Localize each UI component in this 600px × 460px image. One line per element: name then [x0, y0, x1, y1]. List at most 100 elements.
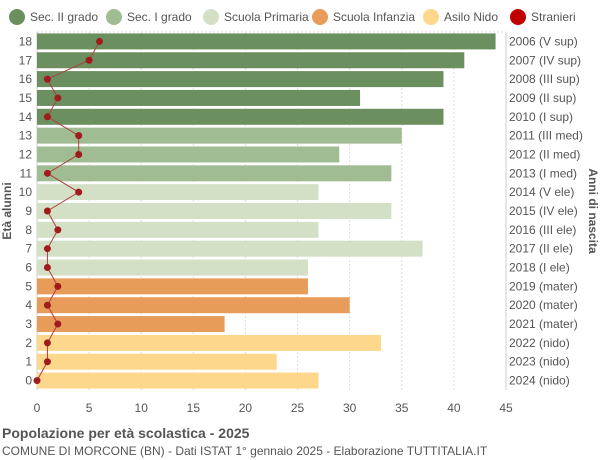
legend-marker: [203, 9, 219, 25]
birth-year-label: 2006 (V sup): [509, 34, 578, 48]
stranieri-point: [43, 301, 51, 309]
y-tick-label: 18: [19, 34, 33, 48]
stranieri-point: [54, 282, 62, 290]
stranieri-point: [75, 188, 83, 196]
y-tick-label: 7: [25, 242, 32, 256]
stranieri-point: [43, 207, 51, 215]
birth-year-label: 2012 (II med): [509, 147, 580, 161]
x-tick-label: 30: [343, 401, 357, 415]
bar: [37, 184, 319, 201]
y-axis-title-right: Anni di nascita: [586, 168, 600, 254]
stranieri-point: [75, 132, 83, 140]
x-tick-label: 20: [239, 401, 253, 415]
x-tick-label: 25: [291, 401, 305, 415]
legend-label: Scuola Primaria: [224, 10, 309, 24]
chart-title: Popolazione per età scolastica - 2025: [2, 425, 250, 441]
birth-year-label: 2017 (II ele): [509, 242, 573, 256]
bar: [37, 353, 277, 370]
y-tick-label: 12: [19, 147, 33, 161]
birth-year-label: 2019 (mater): [509, 279, 578, 293]
birth-year-label: 2024 (nido): [509, 374, 570, 388]
legend-label: Stranieri: [531, 10, 576, 24]
y-axis-title: Età alunni: [0, 182, 14, 239]
birth-year-label: 2021 (mater): [509, 317, 578, 331]
stranieri-point: [43, 264, 51, 272]
x-tick-label: 45: [499, 401, 513, 415]
bar: [37, 108, 444, 125]
chart-subtitle: COMUNE DI MORCONE (BN) - Dati ISTAT 1° g…: [2, 444, 488, 458]
y-tick-label: 5: [25, 279, 32, 293]
legend-marker: [9, 9, 25, 25]
stranieri-point: [54, 94, 62, 102]
bar: [37, 259, 308, 276]
birth-year-label: 2007 (IV sup): [509, 53, 581, 67]
stranieri-point: [43, 358, 51, 366]
legend-marker: [312, 9, 328, 25]
birth-year-label: 2020 (mater): [509, 298, 578, 312]
legend-label: Scuola Infanzia: [333, 10, 415, 24]
birth-year-label: 2023 (nido): [509, 355, 570, 369]
y-tick-label: 9: [25, 204, 32, 218]
y-tick-label: 8: [25, 223, 32, 237]
y-tick-label: 16: [19, 72, 33, 86]
bar: [37, 372, 319, 389]
birth-year-label: 2015 (IV ele): [509, 204, 578, 218]
bar: [37, 334, 381, 351]
bar: [37, 71, 444, 88]
stranieri-point: [33, 377, 41, 385]
x-tick-label: 10: [135, 401, 149, 415]
stranieri-point: [43, 245, 51, 253]
bar: [37, 146, 340, 163]
y-tick-label: 1: [25, 355, 32, 369]
y-tick-label: 2: [25, 336, 32, 350]
x-tick-label: 0: [34, 401, 41, 415]
y-tick-label: 3: [25, 317, 32, 331]
birth-year-label: 2011 (III med): [509, 129, 583, 143]
bar: [37, 316, 225, 333]
bar: [37, 240, 423, 257]
birth-year-label: 2016 (III ele): [509, 223, 576, 237]
stranieri-point: [54, 320, 62, 328]
legend-label: Sec. II grado: [30, 10, 98, 24]
birth-year-label: 2022 (nido): [509, 336, 570, 350]
y-tick-label: 13: [19, 129, 33, 143]
stranieri-point: [54, 226, 62, 234]
stranieri-point: [43, 339, 51, 347]
stranieri-point: [75, 150, 83, 158]
y-tick-label: 17: [19, 53, 33, 67]
x-tick-label: 35: [395, 401, 409, 415]
birth-year-label: 2013 (I med): [509, 166, 577, 180]
bar: [37, 89, 361, 106]
y-tick-label: 14: [19, 110, 33, 124]
bar: [37, 52, 465, 69]
legend-marker: [510, 9, 526, 25]
y-tick-label: 4: [25, 298, 32, 312]
legend-label: Sec. I grado: [127, 10, 192, 24]
bar: [37, 165, 392, 182]
stranieri-point: [43, 75, 51, 83]
stranieri-point: [43, 169, 51, 177]
bar: [37, 278, 308, 295]
bar: [37, 127, 402, 144]
birth-year-label: 2010 (I sup): [509, 110, 573, 124]
y-tick-label: 10: [19, 185, 33, 199]
x-tick-label: 40: [447, 401, 461, 415]
bar: [37, 203, 392, 219]
stranieri-point: [85, 56, 93, 64]
x-tick-label: 15: [187, 401, 201, 415]
stranieri-point: [43, 113, 51, 121]
bar: [37, 297, 350, 314]
y-tick-label: 15: [19, 91, 33, 105]
bar: [37, 221, 319, 238]
birth-year-label: 2009 (II sup): [509, 91, 576, 105]
legend-marker: [106, 9, 122, 25]
legend-marker: [423, 9, 439, 25]
y-tick-label: 11: [20, 166, 33, 180]
birth-year-label: 2008 (III sup): [509, 72, 580, 86]
birth-year-label: 2018 (I ele): [509, 261, 570, 275]
stranieri-point: [96, 37, 104, 45]
y-tick-label: 0: [25, 374, 32, 388]
x-tick-label: 5: [86, 401, 93, 415]
